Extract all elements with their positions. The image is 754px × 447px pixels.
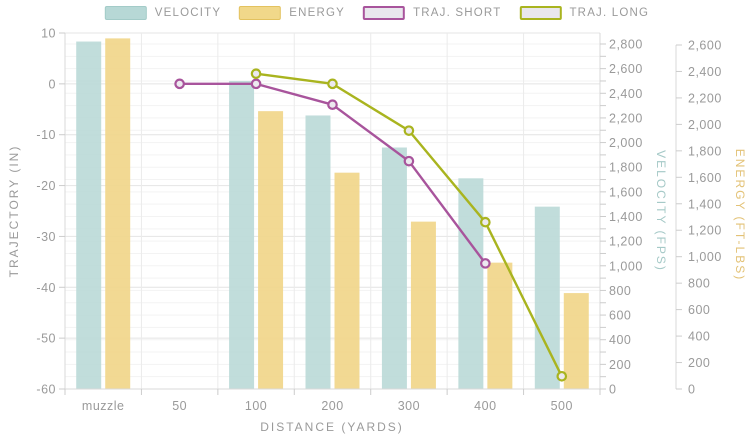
svg-text:1,400: 1,400 [688, 197, 722, 211]
velocity-bar-300 [381, 147, 407, 389]
svg-text:1,600: 1,600 [688, 171, 722, 185]
velocity-bars [76, 41, 560, 390]
data-point-marker [480, 258, 491, 269]
legend: VELOCITY ENERGY TRAJ. SHORT TRAJ. LONG [104, 6, 649, 20]
svg-text:200: 200 [688, 356, 710, 370]
energy-bars [105, 38, 589, 390]
svg-text:50: 50 [172, 399, 187, 413]
data-point-marker [480, 216, 491, 228]
svg-text:2,400: 2,400 [609, 87, 643, 101]
legend-item-traj-short[interactable]: TRAJ. SHORT [363, 6, 501, 20]
velocity-minor-gridlines [65, 43, 600, 378]
svg-text:2,000: 2,000 [609, 136, 643, 150]
energy-bar-200 [334, 172, 360, 389]
svg-text:200: 200 [609, 358, 631, 372]
velocity-axis-title: VELOCITY (FPS) [654, 150, 668, 272]
trajectory-axis-title: TRAJECTORY (IN) [7, 144, 21, 278]
svg-text:600: 600 [609, 309, 631, 323]
svg-text:2,000: 2,000 [688, 118, 722, 132]
svg-text:1,400: 1,400 [609, 210, 643, 224]
svg-text:1,200: 1,200 [688, 224, 722, 238]
svg-text:-30: -30 [36, 230, 56, 244]
svg-text:0: 0 [49, 77, 56, 91]
svg-text:2,200: 2,200 [609, 111, 643, 125]
svg-text:1,800: 1,800 [688, 144, 722, 158]
svg-text:500: 500 [551, 399, 573, 413]
velocity-bar-100 [229, 80, 255, 389]
svg-text:2,600: 2,600 [688, 39, 722, 53]
velocity-bar-200 [305, 115, 331, 389]
data-point-marker [327, 78, 338, 90]
velocity-bar-500 [534, 206, 560, 389]
velocity-bar-muzzle [76, 41, 102, 390]
traj-long-line [250, 68, 568, 382]
svg-text:-50: -50 [36, 332, 56, 346]
axis-ticks [59, 32, 682, 395]
svg-text:400: 400 [609, 333, 631, 347]
data-point-marker [327, 99, 338, 111]
velocity-swatch-icon [104, 6, 147, 20]
svg-text:-40: -40 [36, 281, 56, 295]
legend-item-energy[interactable]: ENERGY [239, 6, 345, 20]
axis-tick-labels: 100-10-20-30-40-50-602,8002,6002,4002,20… [36, 27, 721, 414]
svg-text:100: 100 [245, 399, 267, 413]
svg-text:-20: -20 [36, 179, 56, 193]
legend-label-energy: ENERGY [289, 7, 346, 19]
energy-bar-300 [410, 221, 436, 389]
svg-text:1,800: 1,800 [609, 161, 643, 175]
svg-text:-10: -10 [36, 128, 56, 142]
x-axis-title: DISTANCE (YARDS) [260, 420, 404, 434]
data-point-marker [403, 155, 415, 167]
legend-label-traj-long: TRAJ. LONG [569, 7, 650, 19]
svg-text:10: 10 [41, 27, 56, 41]
svg-text:2,200: 2,200 [688, 91, 722, 105]
svg-text:400: 400 [474, 399, 496, 413]
svg-text:200: 200 [321, 399, 343, 413]
energy-bar-muzzle [105, 38, 131, 390]
svg-text:2,600: 2,600 [609, 62, 643, 76]
velocity-bar-400 [458, 178, 484, 389]
svg-text:300: 300 [398, 399, 420, 413]
energy-bar-100 [258, 111, 284, 390]
data-point-marker [250, 68, 262, 79]
svg-text:0: 0 [688, 383, 695, 397]
svg-text:muzzle: muzzle [82, 399, 125, 413]
svg-text:800: 800 [609, 284, 631, 298]
energy-swatch-icon [239, 6, 282, 20]
traj-short-swatch-icon [363, 6, 406, 20]
legend-item-traj-long[interactable]: TRAJ. LONG [519, 6, 649, 20]
data-point-marker [403, 125, 415, 136]
legend-item-velocity[interactable]: VELOCITY [104, 6, 222, 20]
energy-bar-500 [563, 293, 589, 389]
legend-label-traj-short: TRAJ. SHORT [413, 7, 502, 19]
energy-axis-title: ENERGY (FT-LBS) [733, 148, 747, 282]
svg-text:800: 800 [688, 277, 710, 291]
traj-short-line [174, 78, 491, 269]
svg-text:1,000: 1,000 [609, 259, 643, 273]
svg-text:-60: -60 [36, 383, 56, 397]
data-point-marker [174, 78, 185, 90]
traj-long-swatch-icon [519, 6, 562, 20]
svg-text:1,600: 1,600 [609, 185, 643, 199]
axis-lines [64, 33, 677, 390]
svg-text:0: 0 [609, 383, 616, 397]
svg-text:600: 600 [688, 303, 710, 317]
energy-bar-400 [487, 262, 513, 389]
data-point-marker [556, 370, 568, 382]
svg-text:1,000: 1,000 [688, 250, 722, 264]
svg-text:2,400: 2,400 [688, 65, 722, 79]
legend-label-velocity: VELOCITY [154, 7, 222, 19]
svg-text:2,800: 2,800 [609, 38, 643, 52]
svg-text:1,200: 1,200 [609, 235, 643, 249]
data-point-marker [250, 78, 262, 90]
svg-text:400: 400 [688, 330, 710, 344]
